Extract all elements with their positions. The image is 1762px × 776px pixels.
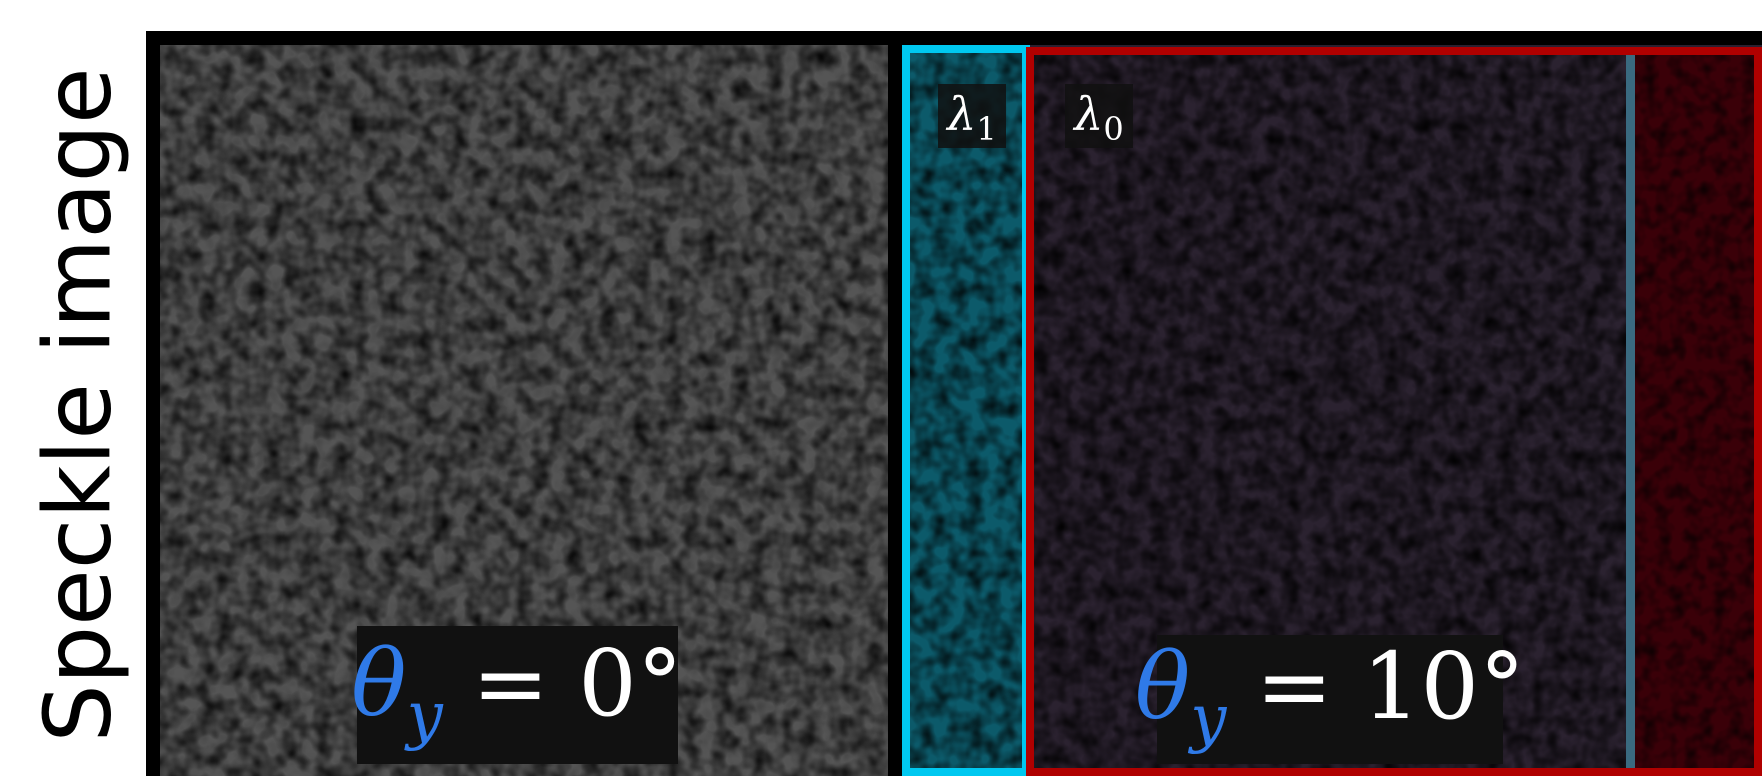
side-label: Speckle image [24,67,131,742]
cyan-texture [906,50,1026,772]
figure: Speckle image λ1 λ0 θy = 0° θy = 10° [0,0,1762,776]
angle-label: θy = 0° [351,630,683,753]
page: {"side_label": "Speckle image", "left_pa… [0,0,1762,776]
cyan-edge [1626,52,1635,770]
red-texture [1635,52,1757,770]
